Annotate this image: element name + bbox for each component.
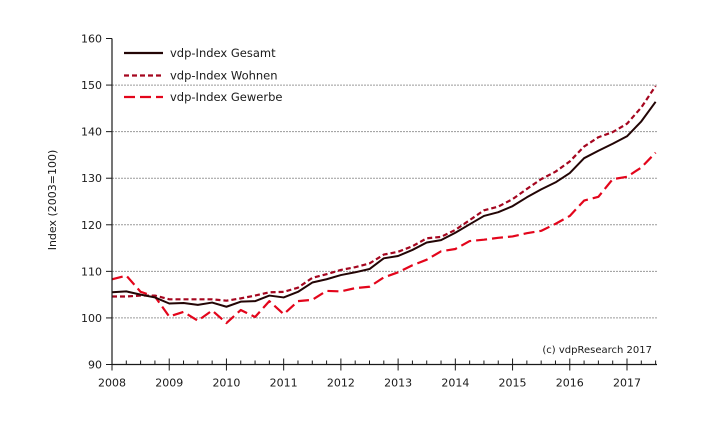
y-tick-label-100: 100 [81,312,102,325]
y-tick-label-90: 90 [88,359,102,372]
x-tick-label-2012: 2012 [327,377,355,390]
legend-label: vdp-Index Gesamt [170,46,276,60]
x-tick-label-2014: 2014 [441,377,469,390]
copyright-annotation: (c) vdpResearch 2017 [542,345,652,356]
y-tick-label-160: 160 [81,33,102,46]
gridlines [112,84,657,319]
y-axis-ticks: 90 100 110 120 130 140 150 160 [81,33,112,372]
legend-label: vdp-Index Wohnen [170,69,278,83]
x-tick-label-2015: 2015 [499,377,527,390]
x-axis-ticks: 2008 2009 2010 2011 2012 2013 2014 2015 2016 2017 [98,358,657,390]
x-tick-label-2017: 2017 [613,377,641,390]
y-tick-label-140: 140 [81,126,102,139]
series-line-vdp-index-wohnen [112,85,657,302]
y-tick-label-110: 110 [81,265,102,278]
legend: vdp-Index Gesamt vdp-Index Wohnen vdp-Inde… [124,46,282,104]
legend-item: vdp-Index Gewerbe [124,90,282,104]
series-line-vdp-index-gesamt [111,101,657,308]
x-tick-label-2011: 2011 [270,377,298,390]
x-tick-label-2013: 2013 [384,377,412,390]
y-tick-label-120: 120 [81,219,102,232]
x-tick-label-2008: 2008 [98,377,126,390]
x-tick-label-2009: 2009 [155,377,183,390]
axes [111,38,657,366]
y-tick-label-130: 130 [81,172,102,185]
legend-item: vdp-Index Wohnen [124,69,278,83]
x-tick-label-2010: 2010 [212,377,240,390]
legend-label: vdp-Index Gewerbe [170,90,282,104]
series-line-vdp-index-gewerbe [111,151,657,325]
x-tick-label-2016: 2016 [556,377,584,390]
y-axis-title: Index (2003=100) [46,150,59,251]
series-lines [111,85,657,325]
y-tick-label-150: 150 [81,79,102,92]
legend-item: vdp-Index Gesamt [124,46,276,60]
